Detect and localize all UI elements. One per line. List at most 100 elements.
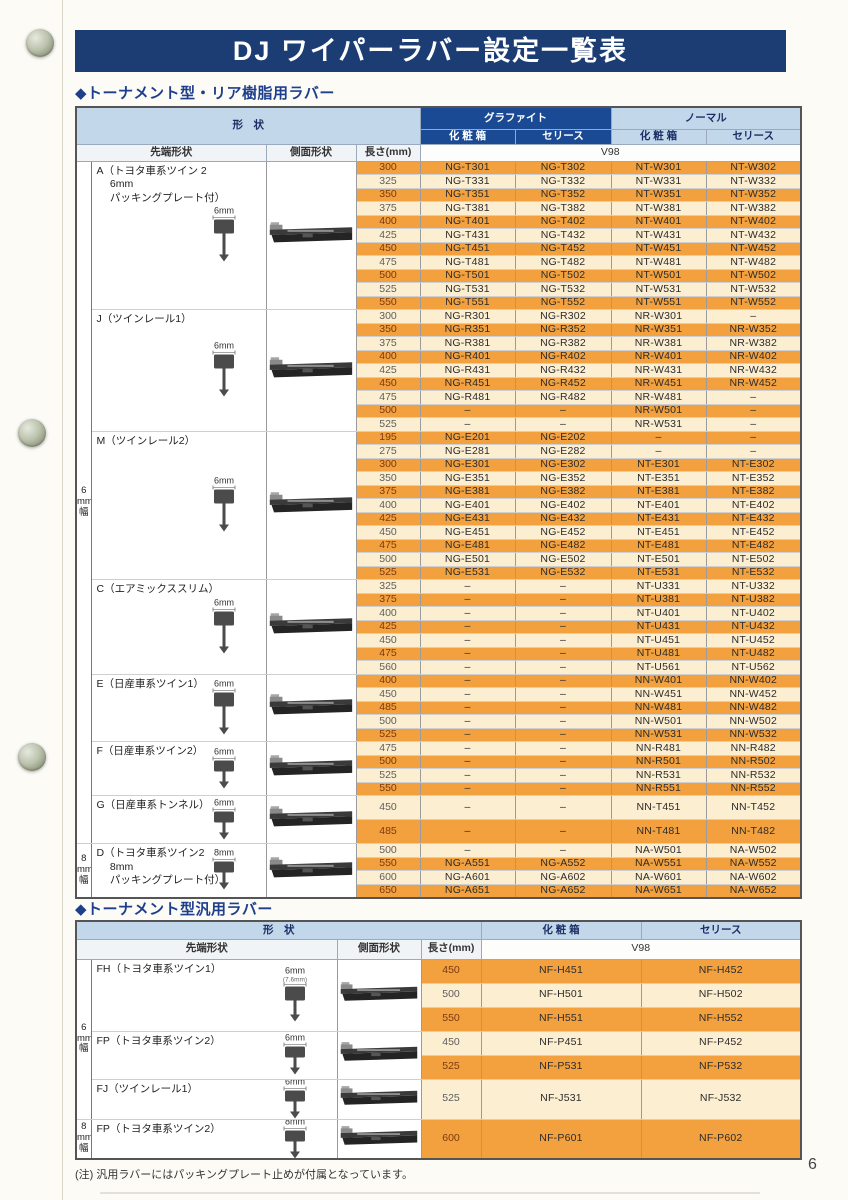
part-number-cell: NT-W351: [610, 187, 707, 202]
part-number-cell: NG-T551: [419, 295, 516, 310]
part-number-cell: NA-W551: [610, 856, 707, 871]
part-number-cell: NN-T451: [610, 795, 707, 820]
length-cell: 400: [355, 606, 421, 621]
length-cell: 600: [355, 870, 421, 885]
section-tip-cell: D（トヨタ車系ツイン2 8mm パッキングプレート付） 8mm: [90, 843, 267, 898]
col-header-normal-box: 化 粧 箱: [610, 128, 707, 145]
part-number-cell: NF-P601: [480, 1118, 642, 1160]
part-number-cell: NN-R481: [610, 741, 707, 756]
part-number-cell: NG-A651: [419, 883, 516, 898]
part-number-cell: NT-E531: [610, 565, 707, 580]
section-side-cell: [265, 843, 357, 898]
length-cell: 500: [355, 552, 421, 567]
part-number-cell: NG-R301: [419, 309, 516, 324]
tip-shape-diagram: 6mm: [212, 341, 235, 397]
part-number-cell: NG-T302: [514, 160, 612, 175]
part-number-cell: NT-W451: [610, 241, 707, 256]
part-number-cell: NG-R401: [419, 349, 516, 364]
part-number-cell: NN-T481: [610, 819, 707, 844]
length-cell: 425: [355, 363, 421, 378]
width-label: 6mm幅: [75, 160, 92, 844]
part-number-cell: NG-T381: [419, 201, 516, 216]
page-title: DJ ワイパーラバー設定一覧表: [232, 36, 629, 66]
part-number-cell: NA-W502: [705, 843, 802, 858]
part-number-cell: NT-U332: [705, 579, 802, 594]
part-number-cell: NG-T331: [419, 174, 516, 189]
part-number-cell: NG-E351: [419, 471, 516, 486]
length-cell: 450: [355, 795, 421, 820]
blade-side-photo: [340, 1126, 418, 1146]
col-header-length: 長さ(mm): [355, 143, 421, 162]
part-number-cell: –: [705, 417, 802, 432]
length-cell: 500: [355, 843, 421, 858]
part-number-cell: NG-E401: [419, 498, 516, 513]
part-number-cell: NT-E402: [705, 498, 802, 513]
section-tip-cell: FJ（ツインレール1） 6mm: [90, 1078, 338, 1120]
part-number-cell: NR-W401: [610, 349, 707, 364]
page-number: 6: [808, 1156, 817, 1173]
part-number-cell: NG-T531: [419, 282, 516, 297]
part-number-cell: NT-U481: [610, 646, 707, 661]
length-cell: 375: [355, 336, 421, 351]
length-cell: 300: [355, 160, 421, 175]
part-number-cell: –: [419, 619, 516, 634]
part-number-cell: NN-W401: [610, 673, 707, 688]
section-title-label: D（トヨタ車系ツイン2 8mm パッキングプレート付）: [96, 847, 226, 887]
length-cell: 485: [355, 700, 421, 715]
part-number-cell: NT-W402: [705, 214, 802, 229]
part-number-cell: NG-T332: [514, 174, 612, 189]
part-number-cell: NG-T532: [514, 282, 612, 297]
blade-side-photo: [269, 491, 353, 513]
part-number-cell: NG-T401: [419, 214, 516, 229]
part-number-cell: NR-W501: [610, 403, 707, 418]
section-tip-cell: F（日産車系ツイン2） 6mm: [90, 741, 267, 796]
section-title-label: FJ（ツインレール1）: [96, 1082, 199, 1095]
section-tip-cell: FP（トヨタ車系ツイン2） 8mm: [90, 1118, 338, 1160]
part-number-cell: –: [419, 660, 516, 675]
part-number-cell: NR-W352: [705, 322, 802, 337]
part-number-cell: NA-W652: [705, 883, 802, 898]
section-side-cell: [265, 160, 357, 310]
part-number-cell: –: [419, 673, 516, 688]
part-number-cell: NT-W452: [705, 241, 802, 256]
part-number-cell: –: [419, 781, 516, 796]
part-number-cell: NG-E451: [419, 525, 516, 540]
length-cell: 450: [355, 241, 421, 256]
part-number-cell: –: [514, 673, 612, 688]
part-number-cell: NG-E352: [514, 471, 612, 486]
part-number-cell: NG-R431: [419, 363, 516, 378]
col-header-tip-shape: 先端形状: [75, 143, 267, 162]
tip-shape-diagram: 6mm: [212, 597, 235, 654]
col-header-shape: 形 状: [75, 106, 421, 145]
section-title-rear-rubber: ◆トーナメント型・リア樹脂用ラバー: [75, 85, 335, 102]
part-number-cell: NA-W602: [705, 870, 802, 885]
length-cell: 375: [355, 592, 421, 607]
title-bar: DJ ワイパーラバー設定一覧表: [75, 30, 786, 72]
part-number-cell: NT-E482: [705, 538, 802, 553]
part-number-cell: NN-W451: [610, 687, 707, 702]
col-header-length: 長さ(mm): [420, 938, 482, 960]
part-number-cell: –: [705, 309, 802, 324]
part-number-cell: –: [514, 660, 612, 675]
length-cell: 375: [355, 484, 421, 499]
part-number-cell: NF-H552: [640, 1006, 802, 1032]
length-cell: 550: [355, 781, 421, 796]
part-number-cell: NT-W301: [610, 160, 707, 175]
svg-text:6mm: 6mm: [214, 797, 234, 807]
length-cell: 500: [355, 403, 421, 418]
length-cell: 425: [355, 511, 421, 526]
part-number-cell: –: [514, 714, 612, 729]
svg-text:6mm: 6mm: [214, 746, 234, 756]
part-number-cell: NT-W332: [705, 174, 802, 189]
length-cell: 500: [420, 982, 482, 1008]
part-number-cell: –: [705, 390, 802, 405]
part-number-cell: NR-W431: [610, 363, 707, 378]
part-number-cell: NR-W301: [610, 309, 707, 324]
part-number-cell: –: [514, 741, 612, 756]
binder-hole-top: [26, 29, 54, 57]
part-number-cell: NN-R482: [705, 741, 802, 756]
part-number-cell: NG-T481: [419, 255, 516, 270]
col-header-graphite-box: 化 粧 箱: [419, 128, 516, 145]
width-label: 6mm幅: [75, 958, 92, 1120]
